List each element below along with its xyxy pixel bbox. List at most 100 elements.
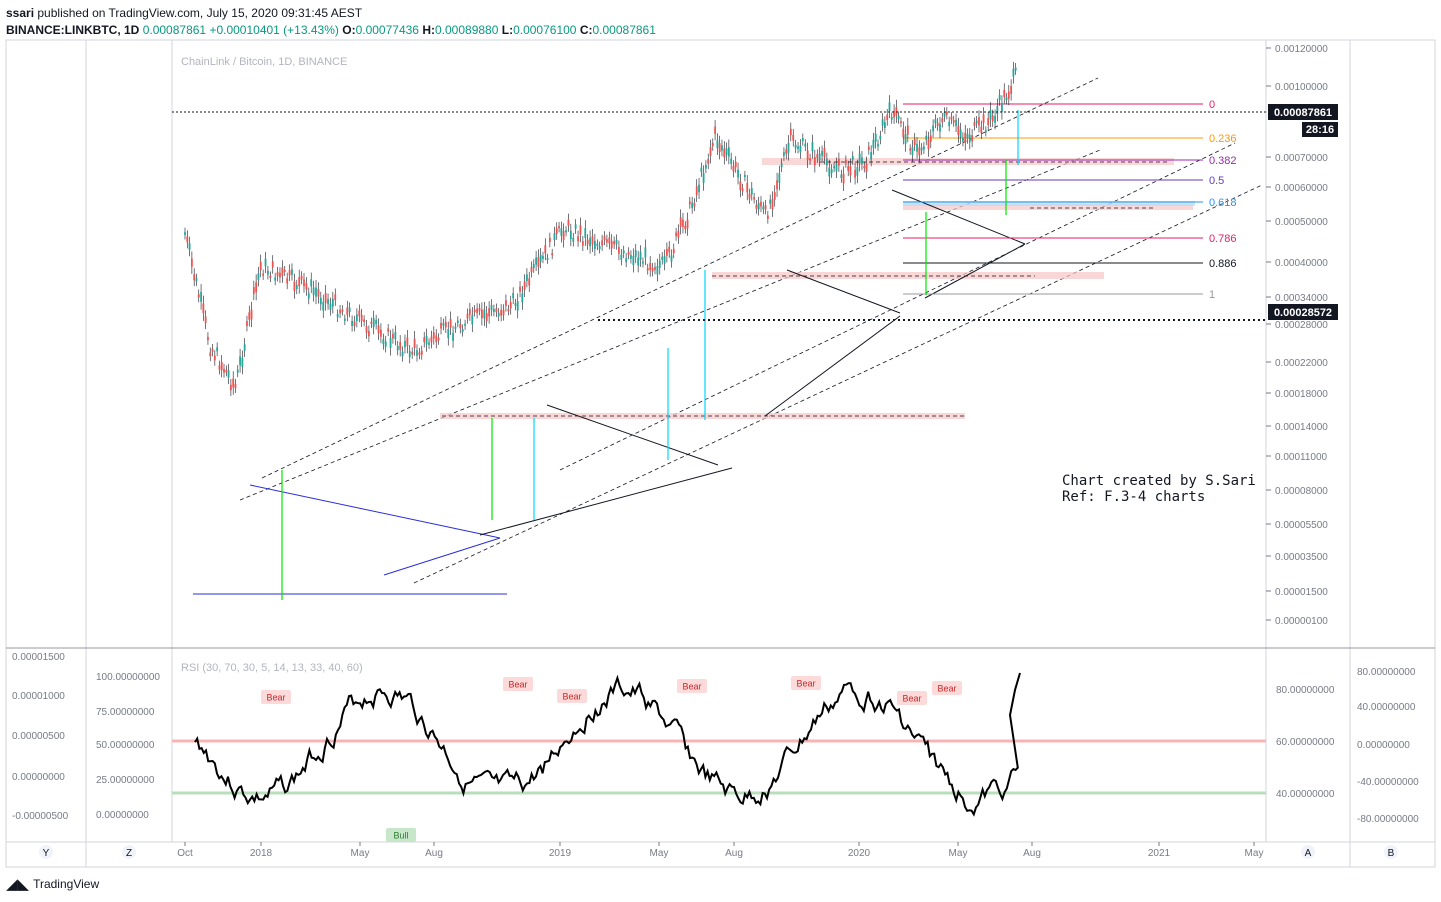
- candle-body: [315, 287, 317, 297]
- candle-body: [392, 333, 394, 339]
- open-label: O:: [342, 23, 356, 37]
- candle-body: [227, 370, 230, 378]
- candle-body: [437, 337, 440, 341]
- candle-body: [497, 312, 500, 317]
- publisher-name[interactable]: ssari: [6, 6, 35, 20]
- black-trendline: [891, 189, 1026, 245]
- candle-body: [998, 94, 1001, 101]
- candle-body: [840, 174, 843, 179]
- price-axis[interactable]: 0.00120000 0.00100000 0.00070000 0.00060000…: [1266, 44, 1328, 627]
- candle-body: [980, 126, 983, 133]
- black-trendline: [924, 243, 1026, 299]
- candle-body: [686, 219, 689, 229]
- candle-body: [809, 157, 811, 161]
- candle-body: [656, 265, 659, 275]
- candle-body: [435, 335, 438, 343]
- candle-body: [271, 261, 274, 268]
- footer-brand[interactable]: TradingView: [33, 877, 100, 891]
- candle-body: [324, 293, 327, 303]
- fib-level-label: 0.618: [1209, 197, 1237, 209]
- candle-body: [741, 188, 744, 192]
- candle-body: [535, 257, 537, 265]
- tradingview-logo-icon[interactable]: ◢◣: [6, 876, 30, 893]
- candle-body: [620, 254, 623, 260]
- time-axis[interactable]: Oct 2018 May Aug 2019 May Aug 2020 May Aug 2021 May: [177, 842, 1263, 859]
- candle-body: [579, 225, 582, 235]
- candle-body: [339, 309, 341, 314]
- fib-retracement[interactable]: 0 0.236 0.382 0.5 0.618 0.786 0.886 1: [903, 99, 1237, 301]
- candle-body: [644, 247, 647, 258]
- candle-body: [1012, 68, 1015, 77]
- candle-body: [622, 250, 625, 254]
- candle-body: [343, 318, 346, 321]
- candle-body: [918, 147, 921, 156]
- candle-body: [283, 269, 286, 272]
- candle-body: [418, 352, 421, 355]
- rsi-axes: 0.00001500 0.00001000 0.00000500 0.00000000…: [12, 652, 1419, 825]
- candle-body: [193, 274, 196, 281]
- candle-body: [700, 167, 703, 172]
- candle-body: [821, 150, 823, 156]
- candle-body: [778, 173, 781, 183]
- candle-body: [480, 309, 483, 319]
- candle-body: [190, 258, 193, 267]
- candle-body: [693, 202, 696, 207]
- rsi-left-axis-label: -0.00000500: [12, 811, 69, 822]
- candle-body: [490, 304, 493, 311]
- footer[interactable]: ◢◣ TradingView: [6, 875, 99, 893]
- bear-label-box: [677, 679, 707, 693]
- candle-body: [773, 192, 776, 200]
- candle-body: [978, 117, 980, 126]
- candle-body: [785, 149, 788, 155]
- candle-body: [723, 148, 726, 158]
- annotation-line-2[interactable]: Ref: F.3-4 charts: [1062, 489, 1205, 505]
- candle-body: [904, 134, 907, 144]
- candle-body: [461, 328, 464, 333]
- candle-body: [440, 322, 442, 329]
- candle-body: [913, 138, 916, 146]
- candle-body: [625, 258, 628, 263]
- candle-body: [432, 332, 435, 339]
- toolbar-button[interactable]: [1301, 845, 1315, 859]
- toolbar-button[interactable]: [39, 845, 53, 859]
- candle-body: [358, 310, 361, 317]
- annotation-line-1[interactable]: Chart created by S.Sari: [1062, 473, 1256, 489]
- bear-label-text: Bear: [796, 679, 815, 689]
- price-tick-label: 0.00011000: [1275, 452, 1328, 463]
- candle-body: [220, 362, 223, 371]
- candle-body: [856, 167, 859, 176]
- candle-body: [264, 258, 267, 267]
- candle-body: [748, 193, 751, 199]
- candle-body: [334, 294, 337, 301]
- resistance-zone: [712, 272, 1104, 279]
- candle-body: [483, 309, 486, 319]
- symbol-label[interactable]: BINANCE:LINKBTC, 1D: [6, 23, 140, 37]
- candle-body: [634, 250, 637, 257]
- candle-body: [555, 228, 558, 235]
- candle-body: [794, 144, 797, 149]
- candle-body: [849, 166, 852, 176]
- candle-body: [603, 236, 606, 241]
- time-tick-label: Aug: [425, 848, 443, 859]
- candle-body: [818, 153, 821, 161]
- candle-body: [695, 186, 698, 195]
- price-tick-label: 0.00014000: [1275, 422, 1328, 433]
- candle-body: [539, 254, 542, 262]
- price-tick-label: 0.00005500: [1275, 520, 1328, 531]
- candle-body: [452, 332, 454, 341]
- rsi-left-axis-label: 0.00000500: [12, 731, 65, 742]
- toolbar-button[interactable]: [1384, 845, 1398, 859]
- candle-body: [351, 320, 353, 327]
- candle-body: [454, 326, 457, 329]
- candle-body: [709, 147, 712, 156]
- bear-label-text: Bear: [562, 692, 581, 702]
- candle-body: [305, 283, 308, 290]
- candle-body: [888, 102, 891, 111]
- rsi-title[interactable]: RSI (30, 70, 30, 5, 14, 13, 33, 40, 60): [181, 662, 363, 674]
- rsi-inner-right-axis-label: 80.00000000: [1276, 685, 1335, 696]
- toolbar-button[interactable]: [122, 845, 136, 859]
- candle-body: [562, 230, 565, 240]
- time-tick-label: Aug: [725, 848, 743, 859]
- candle-body: [207, 336, 209, 341]
